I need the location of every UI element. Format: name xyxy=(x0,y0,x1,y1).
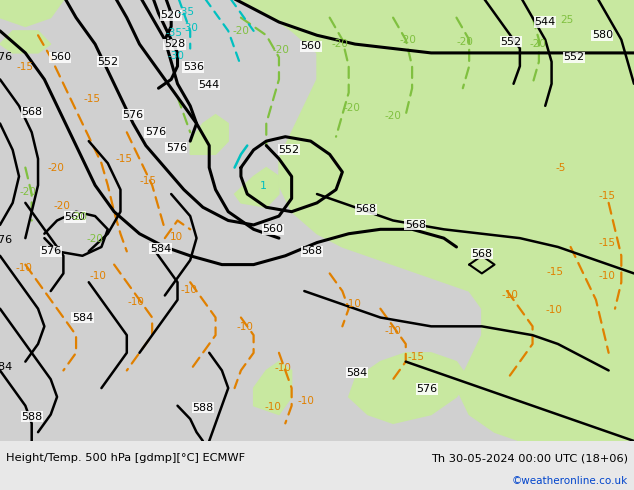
Polygon shape xyxy=(0,0,63,26)
Text: 576: 576 xyxy=(0,235,13,245)
Text: -20: -20 xyxy=(529,39,546,49)
Text: 552: 552 xyxy=(97,57,119,67)
Text: 584: 584 xyxy=(150,244,171,254)
Text: -15: -15 xyxy=(84,94,100,104)
Text: Height/Temp. 500 hPa [gdmp][°C] ECMWF: Height/Temp. 500 hPa [gdmp][°C] ECMWF xyxy=(6,453,245,463)
Text: ©weatheronline.co.uk: ©weatheronline.co.uk xyxy=(512,476,628,486)
Text: -30: -30 xyxy=(182,23,198,33)
Text: -10: -10 xyxy=(16,263,32,273)
Text: -20: -20 xyxy=(332,39,348,49)
Polygon shape xyxy=(190,115,228,154)
Polygon shape xyxy=(254,362,292,415)
Text: -20: -20 xyxy=(70,212,87,222)
Text: 576: 576 xyxy=(165,143,187,153)
Text: -10: -10 xyxy=(546,305,562,316)
Text: 568: 568 xyxy=(301,246,323,256)
Polygon shape xyxy=(0,31,51,53)
Text: -10: -10 xyxy=(297,396,314,406)
Text: -10: -10 xyxy=(275,363,291,373)
Text: 560: 560 xyxy=(49,52,71,62)
Text: 560: 560 xyxy=(262,224,283,234)
Text: 588: 588 xyxy=(21,412,42,422)
Text: 580: 580 xyxy=(592,30,613,40)
Text: -20: -20 xyxy=(54,201,70,211)
Text: -20: -20 xyxy=(20,187,36,197)
Text: 520: 520 xyxy=(160,10,182,21)
Text: -10: -10 xyxy=(501,290,518,299)
Text: 568: 568 xyxy=(355,204,377,215)
Text: 576: 576 xyxy=(416,384,437,394)
Text: -20: -20 xyxy=(457,37,474,47)
Text: -5: -5 xyxy=(555,163,566,172)
Text: 560: 560 xyxy=(300,41,321,51)
Polygon shape xyxy=(241,0,634,441)
Text: 544: 544 xyxy=(198,80,220,90)
Text: 528: 528 xyxy=(164,39,185,49)
Text: -20: -20 xyxy=(87,234,103,244)
Text: -35: -35 xyxy=(166,28,183,38)
Text: 552: 552 xyxy=(563,52,585,62)
Polygon shape xyxy=(349,353,469,423)
Text: -10: -10 xyxy=(90,271,107,281)
Text: -15: -15 xyxy=(547,267,563,277)
Text: 568: 568 xyxy=(471,248,493,259)
Text: Th 30-05-2024 00:00 UTC (18+06): Th 30-05-2024 00:00 UTC (18+06) xyxy=(430,453,628,463)
Text: -10: -10 xyxy=(127,296,144,307)
Text: -20: -20 xyxy=(48,164,64,173)
Text: 576: 576 xyxy=(0,52,13,62)
Text: 1: 1 xyxy=(259,181,267,191)
Text: 584: 584 xyxy=(72,313,93,322)
Text: -15: -15 xyxy=(599,191,616,201)
Text: -20: -20 xyxy=(344,102,360,113)
Text: 588: 588 xyxy=(192,403,214,413)
Text: 584: 584 xyxy=(346,368,368,378)
Text: -10: -10 xyxy=(236,322,253,332)
Text: -10: -10 xyxy=(599,271,616,281)
Text: 568: 568 xyxy=(21,107,42,118)
Text: 25: 25 xyxy=(560,15,573,25)
Polygon shape xyxy=(235,168,279,207)
Text: 568: 568 xyxy=(404,220,426,230)
Text: -10: -10 xyxy=(181,285,197,295)
Text: -20: -20 xyxy=(273,45,289,55)
Text: 552: 552 xyxy=(278,145,300,155)
Text: -10: -10 xyxy=(265,402,281,413)
Text: -20: -20 xyxy=(400,35,417,45)
Text: 560: 560 xyxy=(64,212,86,222)
Text: -20: -20 xyxy=(233,26,249,36)
Text: -35: -35 xyxy=(178,7,194,17)
Text: 576: 576 xyxy=(145,127,166,137)
Text: -20: -20 xyxy=(385,111,401,122)
Text: -10: -10 xyxy=(344,299,361,309)
Text: -15: -15 xyxy=(17,62,34,72)
Text: 576: 576 xyxy=(40,246,61,256)
Text: 536: 536 xyxy=(183,62,204,72)
Text: -30: -30 xyxy=(168,50,184,61)
Text: 544: 544 xyxy=(534,17,556,27)
Text: 576: 576 xyxy=(122,110,144,120)
Text: -15: -15 xyxy=(139,176,156,186)
Text: -15: -15 xyxy=(408,352,424,362)
Text: -10: -10 xyxy=(384,326,401,336)
Text: 10: 10 xyxy=(170,232,183,242)
Text: -15: -15 xyxy=(115,154,132,164)
Text: 584: 584 xyxy=(0,362,13,372)
Text: -15: -15 xyxy=(599,238,616,247)
Text: 552: 552 xyxy=(500,37,522,47)
